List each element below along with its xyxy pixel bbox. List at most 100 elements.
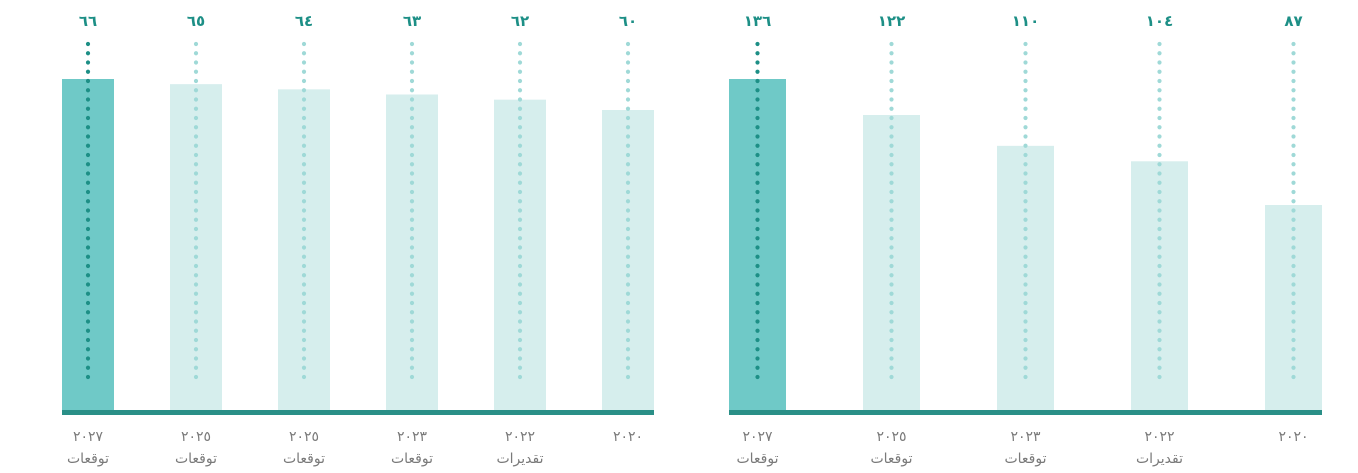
category-label: ٢٠٢٢	[505, 429, 535, 445]
leader-dot	[301, 273, 307, 278]
leader-dot	[1291, 88, 1296, 93]
leader-dot	[301, 189, 307, 195]
leader-dot	[1157, 162, 1162, 167]
leader-dot	[1157, 319, 1162, 324]
leader-dot	[755, 208, 760, 213]
leader-dot	[889, 263, 894, 269]
leader-dot	[625, 245, 631, 250]
leader-dot	[517, 180, 523, 185]
leader-dot	[85, 115, 91, 121]
leader-dot	[1291, 254, 1296, 259]
leader-dot	[193, 273, 199, 278]
leader-dot	[1291, 245, 1296, 250]
leader-dot	[1157, 171, 1162, 176]
leader-dot	[1023, 41, 1028, 47]
leader-dot	[517, 115, 523, 121]
leader-dot	[1157, 282, 1162, 287]
leader-dot	[1157, 273, 1162, 278]
leader-dot	[1157, 337, 1162, 343]
leader-dot	[1291, 347, 1296, 352]
leader-dot	[409, 374, 415, 380]
leader-dot	[409, 347, 415, 352]
leader-dot	[1157, 208, 1162, 213]
leader-dot	[1291, 226, 1296, 232]
leader-dot	[1291, 217, 1296, 222]
leader-dot	[409, 134, 415, 139]
leader-dot	[85, 319, 91, 324]
category-label: ٢٠٢٥	[289, 429, 319, 445]
leader-dot	[1023, 152, 1028, 158]
dot-leader	[1291, 41, 1296, 380]
leader-dot	[889, 337, 894, 343]
leader-dot	[1157, 88, 1162, 93]
leader-dot	[301, 374, 307, 380]
leader-dot	[517, 337, 523, 343]
leader-dot	[625, 162, 631, 167]
category-label: ٢٠٢٥	[181, 429, 211, 445]
leader-dot	[1157, 115, 1162, 121]
leader-dot	[409, 199, 415, 204]
leader-dot	[1157, 291, 1162, 296]
leader-dot	[755, 319, 760, 324]
leader-dot	[193, 78, 199, 84]
leader-dot	[517, 236, 523, 241]
category-sublabel: تقديرات	[496, 451, 543, 467]
leader-dot	[517, 273, 523, 278]
leader-dot	[889, 199, 894, 204]
leader-dot	[409, 300, 415, 306]
leader-dot	[85, 125, 91, 130]
leader-dot	[193, 106, 199, 111]
leader-dot	[755, 374, 760, 380]
leader-dot	[625, 328, 631, 333]
leader-dot	[409, 41, 415, 47]
dot-leader	[85, 41, 91, 380]
leader-dot	[409, 69, 415, 74]
leader-dot	[301, 162, 307, 167]
leader-dot	[1023, 337, 1028, 343]
leader-dot	[85, 106, 91, 111]
leader-dot	[889, 69, 894, 74]
chart-panel-1: ٦٦ ٢٠٢٧ توقعات ٦٥ ٢٠٢٥ توقعات ٦٤ ٢٠٢٥ توقعات ٦٣ ٢٠…	[62, 12, 654, 467]
leader-dot	[625, 125, 631, 130]
leader-dot	[193, 41, 199, 47]
leader-dot	[625, 347, 631, 352]
leader-dot	[1157, 236, 1162, 241]
leader-dot	[517, 143, 523, 148]
leader-dot	[409, 143, 415, 148]
leader-dot	[625, 69, 631, 74]
leader-dot	[517, 328, 523, 333]
leader-dot	[1291, 134, 1296, 139]
leader-dot	[755, 199, 760, 204]
leader-dot	[1157, 78, 1162, 84]
leader-dot	[889, 365, 894, 370]
leader-dot	[755, 347, 760, 352]
leader-dot	[755, 88, 760, 93]
leader-dot	[193, 51, 199, 56]
leader-dot	[1157, 51, 1162, 56]
leader-dot	[1157, 328, 1162, 333]
value-label: ١١٠	[1012, 12, 1039, 30]
leader-dot	[625, 78, 631, 84]
leader-dot	[625, 273, 631, 278]
leader-dot	[409, 180, 415, 185]
leader-dot	[1157, 254, 1162, 259]
leader-dot	[517, 189, 523, 195]
leader-dot	[625, 217, 631, 222]
leader-dot	[409, 282, 415, 287]
category-sublabel: توقعات	[283, 451, 325, 467]
leader-dot	[85, 162, 91, 167]
leader-dot	[193, 356, 199, 361]
leader-dot	[301, 263, 307, 269]
category-sublabel: توقعات	[391, 451, 433, 467]
leader-dot	[301, 152, 307, 158]
leader-dot	[1023, 180, 1028, 185]
leader-dot	[193, 134, 199, 139]
leader-dot	[755, 41, 760, 47]
leader-dot	[517, 217, 523, 222]
leader-dot	[1023, 134, 1028, 139]
leader-dot	[755, 337, 760, 343]
leader-dot	[517, 282, 523, 287]
leader-dot	[625, 208, 631, 213]
leader-dot	[1023, 245, 1028, 250]
leader-dot	[193, 328, 199, 333]
